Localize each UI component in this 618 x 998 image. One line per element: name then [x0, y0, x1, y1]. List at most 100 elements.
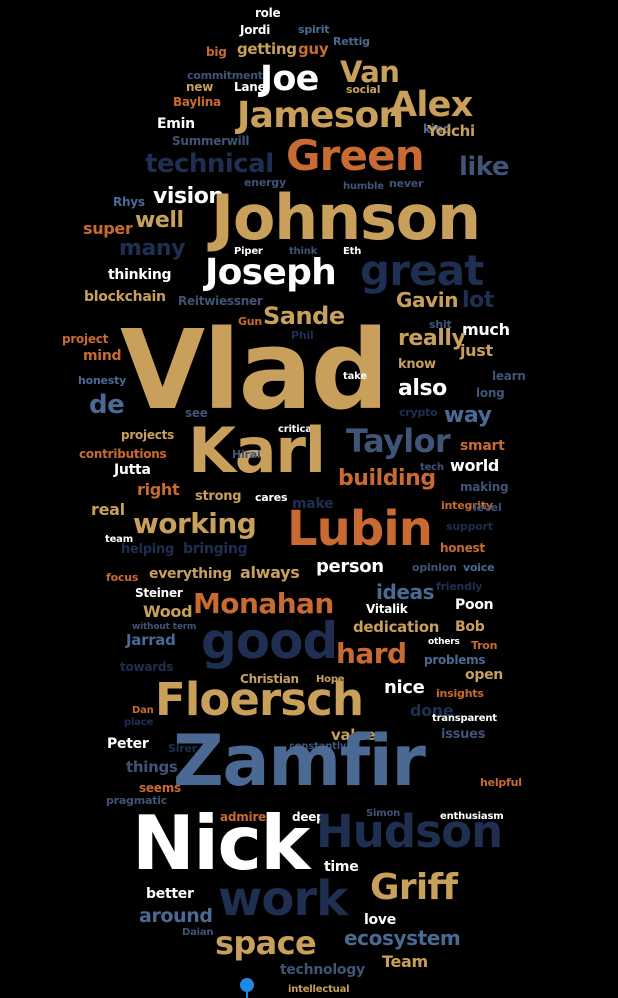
cloud-word: intellectual: [288, 984, 350, 995]
cloud-word: humble: [343, 181, 384, 192]
cloud-word: enthusiasm: [440, 811, 504, 822]
cloud-word: kind: [423, 122, 452, 136]
cloud-word: spirit: [298, 23, 330, 36]
cloud-word: working: [133, 507, 257, 540]
cloud-word: Dan: [132, 705, 154, 716]
cloud-word: real: [91, 500, 125, 519]
cloud-word: mind: [83, 348, 122, 364]
cloud-word: strong: [195, 489, 242, 504]
cloud-word: good: [201, 612, 338, 670]
cloud-word: Yoichi: [427, 122, 475, 140]
cloud-word: Jordi: [240, 23, 271, 37]
cloud-word: issues: [441, 727, 486, 742]
cloud-word: Tron: [471, 639, 498, 652]
cloud-word: building: [338, 466, 436, 491]
cloud-word: space: [215, 924, 317, 962]
cloud-word: Griff: [370, 867, 458, 908]
cloud-word: project: [62, 332, 109, 346]
cloud-word: Emin: [157, 116, 195, 132]
cloud-word: technical: [145, 149, 274, 179]
cloud-word: Alex: [390, 85, 473, 125]
cloud-word: world: [450, 456, 500, 475]
cloud-word: big: [206, 45, 227, 59]
cloud-word: Jutta: [114, 462, 151, 478]
cloud-word: Johnson: [211, 181, 481, 254]
cloud-word: thinking: [108, 267, 172, 283]
cloud-word: Summerwill: [172, 134, 250, 148]
cloud-word: Phil: [291, 329, 314, 342]
cloud-word: opinion: [412, 561, 457, 574]
cloud-word: towards: [120, 660, 174, 674]
cloud-word: Poon: [455, 597, 494, 613]
cloud-word: Zamfir: [173, 720, 426, 802]
cloud-word: super: [83, 219, 133, 238]
cloud-word: tech: [420, 462, 444, 473]
cloud-word: Bob: [455, 619, 485, 635]
cloud-word: open: [465, 667, 503, 683]
cloud-word: lot: [462, 288, 494, 313]
cloud-word: Eth: [343, 246, 362, 257]
cloud-word: ecosystem: [344, 926, 461, 950]
cloud-word: guy: [298, 40, 329, 58]
slider-handle-stem: [246, 990, 248, 998]
cloud-word: vision: [153, 184, 224, 209]
cloud-word: done: [410, 701, 454, 720]
cloud-word: great: [360, 246, 484, 295]
cloud-word: new: [186, 80, 214, 94]
cloud-word: Joe: [260, 59, 319, 99]
cloud-word: Lane: [234, 80, 266, 94]
cloud-word: Hope: [316, 674, 345, 685]
cloud-word: learn: [492, 369, 526, 383]
cloud-word: think: [289, 246, 318, 257]
slider-handle[interactable]: [240, 978, 254, 992]
cloud-word: transparent: [432, 713, 497, 724]
cloud-word: smart: [460, 438, 505, 454]
cloud-word: things: [126, 758, 178, 776]
cloud-word: just: [460, 341, 493, 360]
cloud-word: team: [105, 534, 133, 545]
cloud-word: without term: [132, 622, 197, 632]
cloud-word: deep: [292, 810, 325, 824]
cloud-word: making: [460, 480, 509, 494]
cloud-word: Lubin: [287, 501, 433, 557]
cloud-word: role: [255, 6, 281, 20]
cloud-word: Karl: [188, 414, 326, 487]
cloud-word: see: [185, 406, 208, 420]
cloud-word: seems: [139, 781, 181, 795]
cloud-word: projects: [121, 428, 175, 442]
cloud-word: ideas: [376, 580, 435, 604]
cloud-word: Reitwiessner: [178, 294, 263, 308]
cloud-word: Vitalik: [366, 602, 408, 616]
cloud-word: level: [473, 501, 502, 514]
cloud-word: constantly: [289, 741, 347, 752]
cloud-word: friendly: [436, 580, 483, 593]
cloud-word: many: [119, 236, 186, 261]
cloud-word: Van: [340, 55, 400, 89]
cloud-word: Christian: [240, 672, 299, 686]
cloud-word: insights: [436, 687, 484, 700]
cloud-word: long: [476, 386, 505, 400]
cloud-word: take: [343, 371, 367, 382]
cloud-word: blockchain: [84, 289, 166, 305]
cloud-word: Jameson: [237, 95, 404, 136]
cloud-word: Monahan: [193, 587, 334, 620]
cloud-word: bringing: [183, 541, 248, 557]
cloud-word: honesty: [78, 374, 127, 387]
cloud-word: problems: [424, 653, 486, 667]
cloud-word: getting: [237, 40, 297, 58]
cloud-word: contributions: [79, 447, 167, 461]
cloud-word: Sirer: [168, 742, 197, 755]
cloud-word: really: [398, 326, 466, 351]
cloud-word: dedication: [353, 618, 440, 636]
cloud-word: de: [89, 390, 125, 420]
cloud-word: Gavin: [396, 288, 459, 312]
cloud-word: always: [240, 563, 300, 582]
cloud-word: Hudson: [316, 805, 503, 858]
cloud-word: make: [292, 496, 334, 512]
cloud-word: Wood: [143, 602, 193, 621]
cloud-word: right: [137, 480, 180, 499]
cloud-word: cares: [255, 491, 288, 504]
cloud-word: Floersch: [155, 673, 364, 726]
cloud-word: like: [459, 152, 510, 182]
